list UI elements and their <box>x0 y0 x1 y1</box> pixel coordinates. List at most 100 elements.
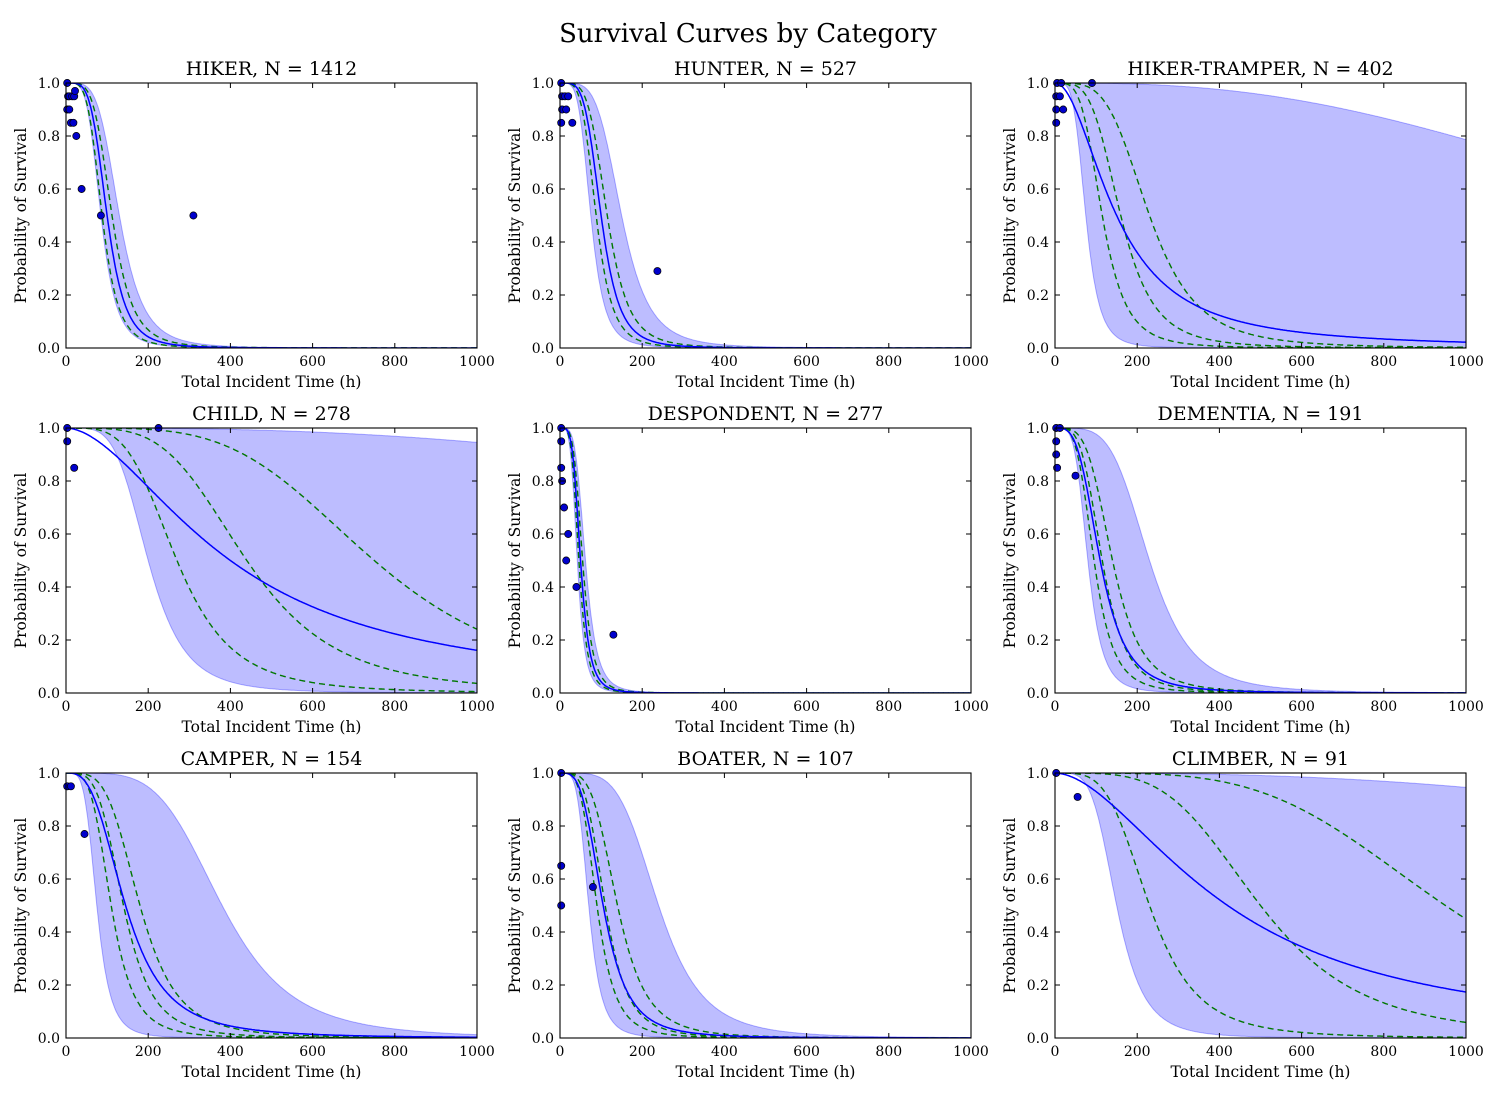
x-tick-label: 0 <box>1051 354 1060 370</box>
x-tick-label: 400 <box>1206 699 1233 715</box>
y-tick-label: 0.0 <box>38 341 60 357</box>
x-axis-label: Total Incident Time (h) <box>182 1063 362 1081</box>
plot-content <box>560 83 971 348</box>
x-tick-label: 0 <box>62 354 71 370</box>
confidence-band <box>66 428 477 693</box>
x-tick-label: 1000 <box>953 1044 989 1060</box>
subplot-title: DESPONDENT, N = 277 <box>648 403 884 425</box>
y-tick-label: 0.6 <box>38 872 60 888</box>
x-tick-label: 200 <box>135 354 162 370</box>
y-tick-label: 0.0 <box>532 341 554 357</box>
dashed-curve <box>560 83 971 348</box>
data-point <box>189 211 198 220</box>
subplot-title: HUNTER, N = 527 <box>674 58 857 80</box>
y-tick-label: 0.4 <box>532 580 554 596</box>
data-point <box>568 118 577 127</box>
x-axis-label: Total Incident Time (h) <box>1171 1063 1351 1081</box>
y-tick-label: 0.6 <box>532 527 554 543</box>
dashed-curve <box>560 428 971 693</box>
data-point <box>69 118 78 127</box>
data-point <box>557 901 566 910</box>
x-tick-label: 200 <box>135 699 162 715</box>
y-tick-label: 0.0 <box>1027 686 1049 702</box>
subplot-title: CAMPER, N = 154 <box>181 748 363 770</box>
confidence-band <box>560 83 971 348</box>
y-tick-label: 0.4 <box>532 925 554 941</box>
y-tick-label: 0.8 <box>532 474 554 490</box>
data-point <box>653 267 662 276</box>
plot-frame <box>1054 427 1467 694</box>
data-point <box>96 211 105 220</box>
x-tick-label: 200 <box>135 1044 162 1060</box>
x-tick-label: 400 <box>217 699 244 715</box>
x-tick-label: 0 <box>556 1044 565 1060</box>
subplot: 0 200 400 600 800 1000 0.0 0.2 0.4 0.6 0.8 1.0 CHILD… <box>12 403 495 736</box>
plot-frame <box>1054 82 1467 349</box>
subplot-title: BOATER, N = 107 <box>677 748 853 770</box>
x-axis-label: Total Incident Time (h) <box>676 373 856 391</box>
x-tick-label: 0 <box>1051 699 1060 715</box>
x-tick-label: 1000 <box>953 354 989 370</box>
x-tick-label: 800 <box>875 699 902 715</box>
y-tick-label: 0.4 <box>38 580 60 596</box>
plot-frame <box>65 82 478 349</box>
y-tick-label: 0.2 <box>1027 288 1049 304</box>
y-axis-label: Probability of Survival <box>506 818 524 994</box>
mean-survival-curve <box>1055 83 1466 343</box>
y-tick-label: 1.0 <box>532 76 554 92</box>
y-tick-label: 0.8 <box>1027 474 1049 490</box>
y-tick-label: 0.4 <box>38 925 60 941</box>
x-tick-label: 600 <box>299 354 326 370</box>
mean-survival-curve <box>560 428 971 693</box>
y-tick-label: 0.6 <box>1027 182 1049 198</box>
data-point <box>1052 105 1061 114</box>
y-tick-label: 0.8 <box>38 819 60 835</box>
subplot: 0 200 400 600 800 1000 0.0 0.2 0.4 0.6 0.8 1.0 DESPO… <box>506 403 989 736</box>
confidence-band <box>66 83 477 348</box>
y-tick-label: 0.0 <box>38 686 60 702</box>
y-tick-label: 0.0 <box>38 1031 60 1047</box>
y-axis-label: Probability of Survival <box>12 128 30 304</box>
x-tick-label: 0 <box>1051 1044 1060 1060</box>
x-tick-label: 200 <box>1124 354 1151 370</box>
mean-survival-curve <box>66 428 477 652</box>
data-point <box>80 830 89 838</box>
y-tick-label: 1.0 <box>1027 766 1049 782</box>
y-axis-label: Probability of Survival <box>506 128 524 304</box>
data-point <box>66 782 75 791</box>
observed-points <box>557 769 597 910</box>
x-tick-label: 400 <box>1206 1044 1233 1060</box>
confidence-band <box>66 773 477 1038</box>
y-tick-label: 1.0 <box>1027 76 1049 92</box>
observed-points <box>63 782 89 838</box>
x-tick-label: 1000 <box>459 1044 495 1060</box>
x-tick-label: 0 <box>556 699 565 715</box>
subplot-title: CHILD, N = 278 <box>192 403 351 425</box>
y-tick-label: 1.0 <box>532 421 554 437</box>
x-tick-label: 600 <box>793 354 820 370</box>
dashed-curve <box>1055 773 1466 1038</box>
y-tick-label: 0.6 <box>38 182 60 198</box>
figure-title: Survival Curves by Category <box>559 19 937 49</box>
y-tick-label: 0.4 <box>1027 580 1049 596</box>
confidence-band <box>560 773 971 1038</box>
mean-survival-curve <box>1055 773 1466 993</box>
dashed-curve <box>66 428 477 693</box>
subplot-title: HIKER-TRAMPER, N = 402 <box>1127 58 1393 80</box>
subplot: 0 200 400 600 800 1000 0.0 0.2 0.4 0.6 0.8 1.0 DEMEN… <box>1001 403 1484 736</box>
x-tick-label: 800 <box>875 1044 902 1060</box>
x-tick-label: 800 <box>875 354 902 370</box>
y-axis-label: Probability of Survival <box>12 818 30 994</box>
data-point <box>1055 92 1064 101</box>
x-tick-label: 800 <box>381 1044 408 1060</box>
plot-frame <box>559 772 972 1039</box>
y-tick-label: 0.6 <box>1027 527 1049 543</box>
y-axis-label: Probability of Survival <box>1001 128 1019 304</box>
x-tick-label: 200 <box>629 699 656 715</box>
data-point <box>1059 105 1068 114</box>
y-tick-label: 0.4 <box>1027 235 1049 251</box>
x-axis-label: Total Incident Time (h) <box>1171 718 1351 736</box>
x-tick-label: 1000 <box>459 354 495 370</box>
data-point <box>1052 437 1061 446</box>
